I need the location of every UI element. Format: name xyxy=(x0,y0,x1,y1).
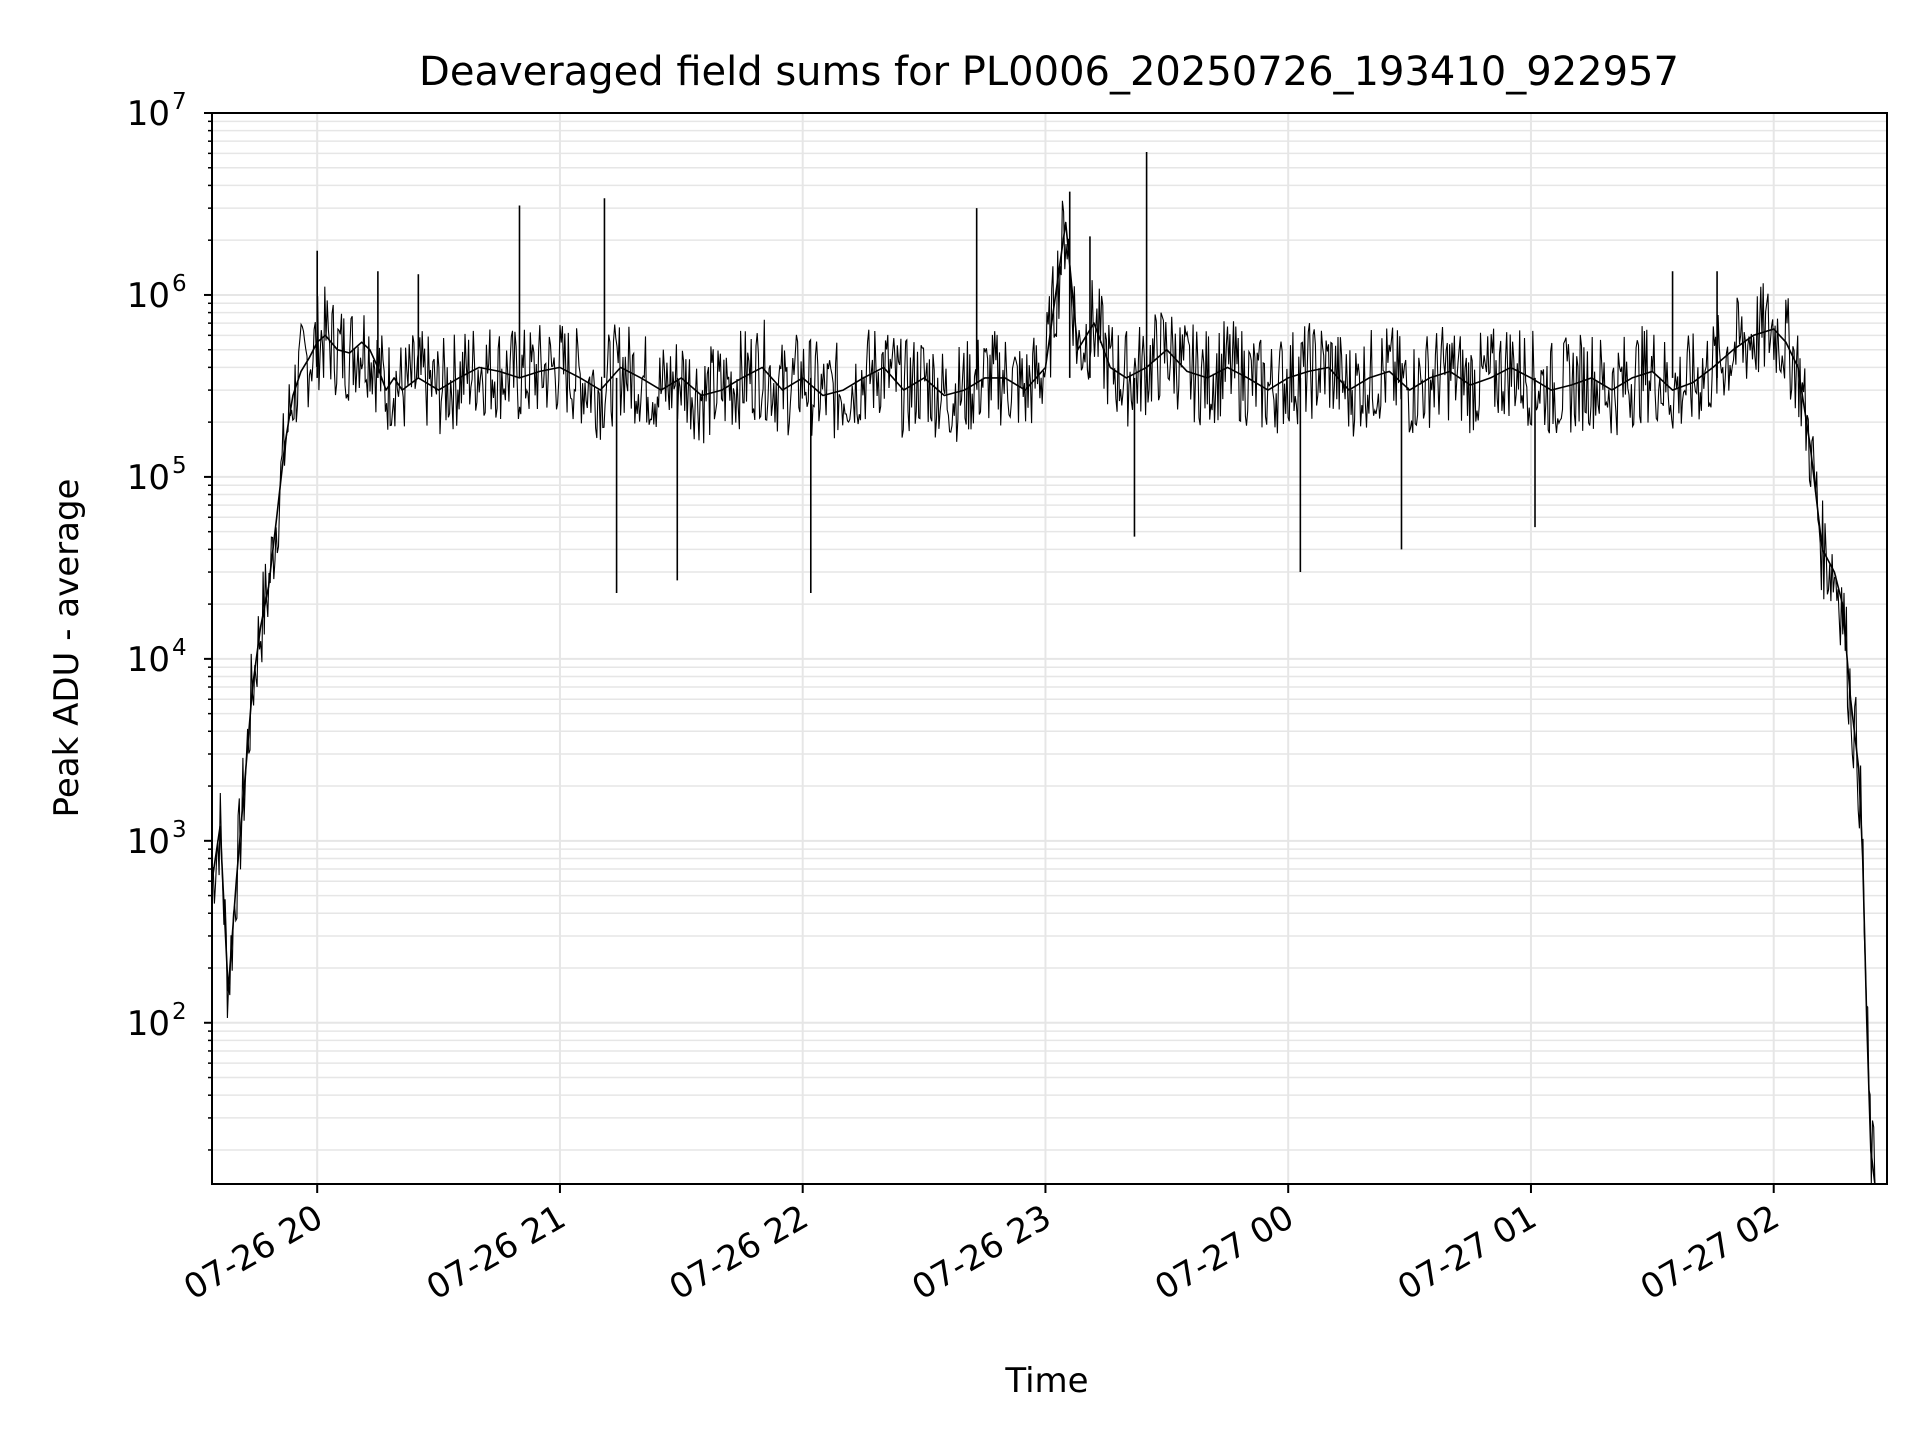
y-tick-exponent: 5 xyxy=(172,453,187,479)
y-tick-exponent: 7 xyxy=(172,89,187,115)
y-axis-label: Peak ADU - average xyxy=(47,479,87,818)
y-tick-label: 10 xyxy=(127,1004,170,1044)
y-tick-exponent: 6 xyxy=(172,271,187,297)
plot-frame xyxy=(211,112,1888,1185)
x-axis-label: Time xyxy=(1004,1361,1088,1401)
series-noise xyxy=(211,200,1876,1185)
y-tick-exponent: 2 xyxy=(172,999,187,1025)
y-tick-label: 10 xyxy=(127,822,170,862)
data-series xyxy=(211,152,1876,1185)
y-tick-exponent: 4 xyxy=(172,635,187,661)
chart-title: Deaveraged field sums for PL0006_2025072… xyxy=(419,49,1679,95)
y-tick-label: 10 xyxy=(127,276,170,316)
grid xyxy=(212,113,1887,1184)
y-tick-exponent: 3 xyxy=(172,817,187,843)
y-tick-label: 10 xyxy=(127,640,170,680)
y-tick-label: 10 xyxy=(127,458,170,498)
y-tick-label: 10 xyxy=(127,94,170,134)
